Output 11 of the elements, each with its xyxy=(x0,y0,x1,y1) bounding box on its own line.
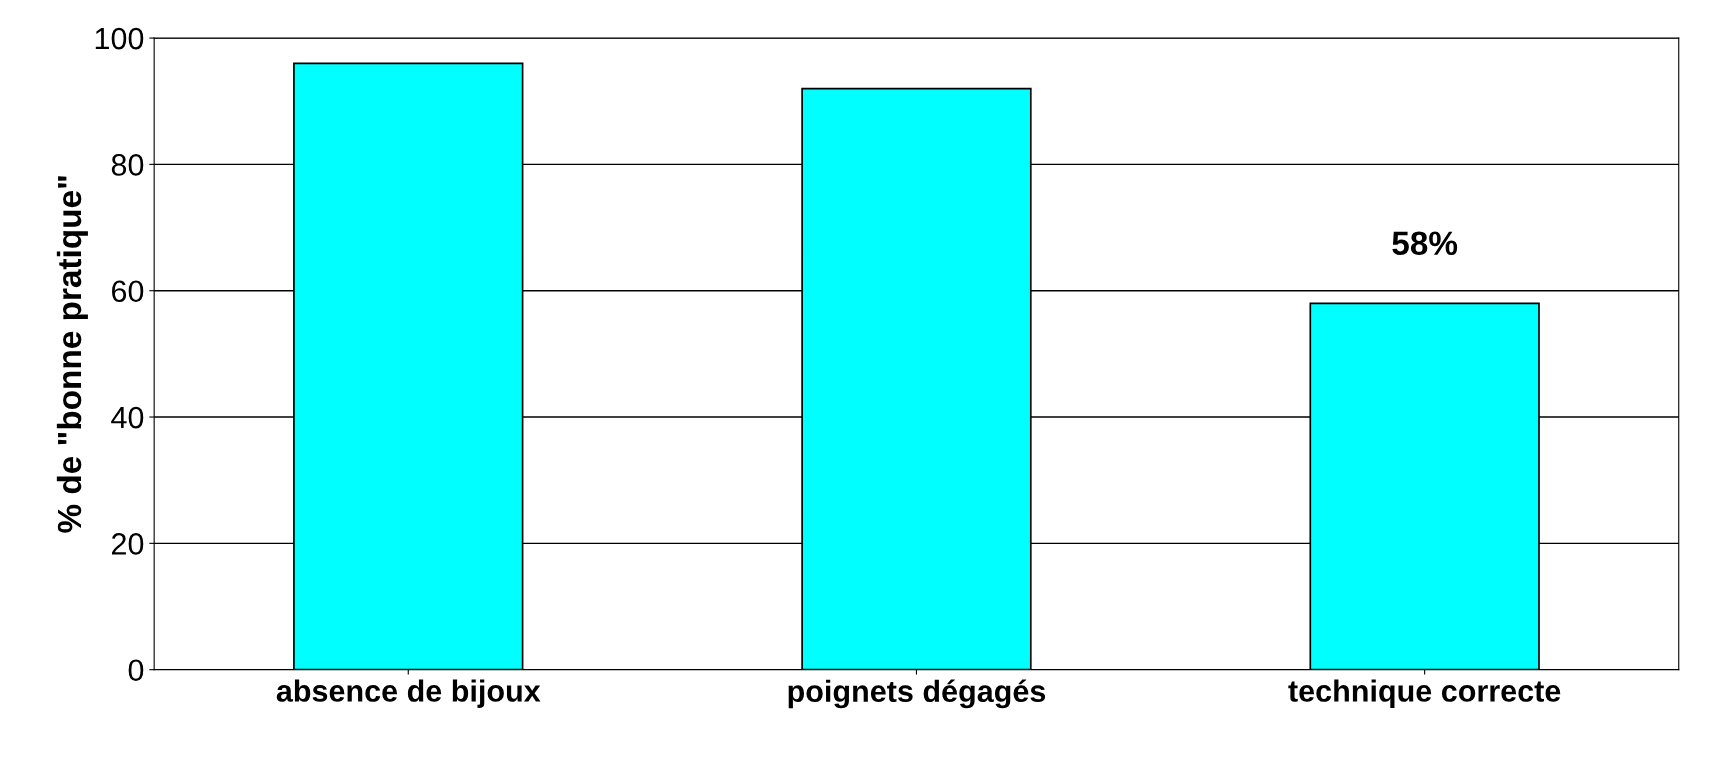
y-tick-label: 20 xyxy=(112,533,144,555)
y-tick-label: 80 xyxy=(111,154,144,176)
y-tick-label: 100 xyxy=(95,27,144,50)
y-axis-title: % de "bonne pratique" xyxy=(56,176,88,533)
x-tick-label: poignets dégagés xyxy=(788,679,1046,709)
y-tick-label: 60 xyxy=(112,280,144,303)
data-label: 58% xyxy=(1392,231,1458,256)
x-tick-label: technique correcte xyxy=(1288,679,1561,708)
x-tick-label: absence de bijoux xyxy=(276,679,541,708)
y-tick-label: 0 xyxy=(128,659,144,682)
y-tick-label: 40 xyxy=(111,406,144,429)
